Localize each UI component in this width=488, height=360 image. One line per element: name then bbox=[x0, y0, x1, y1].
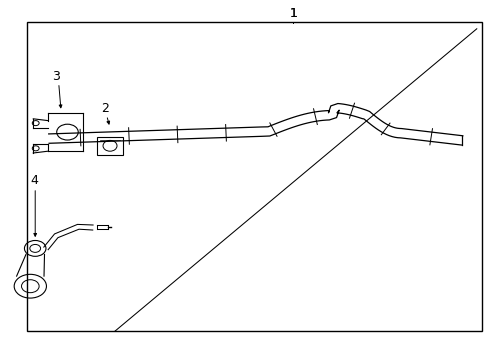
Text: 3: 3 bbox=[52, 70, 60, 83]
Text: 2: 2 bbox=[101, 102, 109, 115]
Bar bbox=[97, 137, 122, 155]
Text: 1: 1 bbox=[289, 7, 297, 20]
Text: 4: 4 bbox=[30, 174, 38, 187]
Text: 1: 1 bbox=[289, 7, 297, 20]
Bar bbox=[27, 22, 481, 331]
